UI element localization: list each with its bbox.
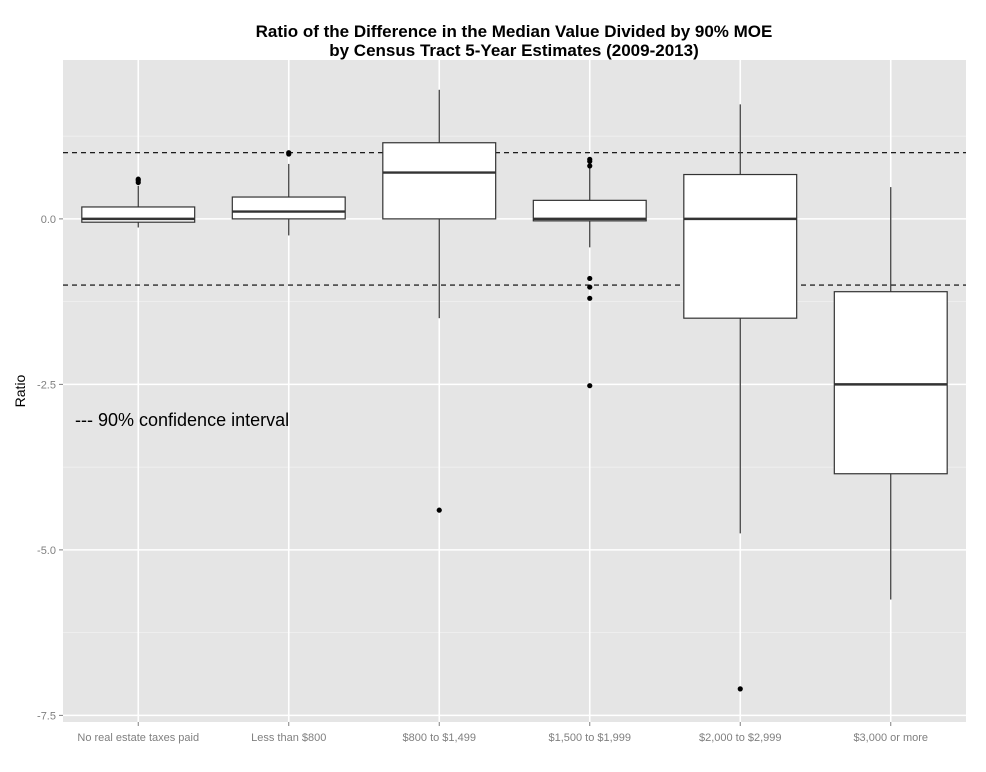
y-tick-label: -5.0 [37, 545, 56, 557]
x-tick-label: $3,000 or more [853, 732, 928, 744]
outlier-point [587, 295, 593, 301]
box-2 [231, 150, 346, 236]
confidence-interval-lines [63, 152, 966, 286]
box-3 [382, 89, 497, 513]
outlier-point [436, 507, 442, 513]
confidence-interval-annotation: --- 90% confidence interval [75, 410, 289, 430]
y-axis-ticks: 0.0 -2.5 -5.0 -7.5 [37, 214, 63, 722]
y-tick-label: -7.5 [37, 710, 56, 722]
box-body [683, 173, 798, 319]
outlier-point [135, 176, 141, 182]
box-body [231, 196, 346, 220]
box-6 [833, 187, 948, 600]
outlier-point [587, 284, 593, 290]
box-4 [532, 156, 647, 389]
x-tick-label: No real estate taxes paid [77, 732, 199, 744]
y-tick-label: -2.5 [37, 379, 56, 391]
box-1 [81, 176, 196, 228]
x-axis-ticks: No real estate taxes paid Less than $800 $… [77, 722, 928, 744]
chart-subtitle: by Census Tract 5-Year Estimates (2009-2… [329, 41, 698, 60]
box-5 [683, 104, 798, 692]
box-series [81, 89, 948, 692]
outlier-point [587, 383, 593, 389]
outlier-point [587, 156, 593, 162]
y-axis-label: Ratio [12, 374, 28, 407]
outlier-point [587, 275, 593, 282]
chart-title: Ratio of the Difference in the Median Va… [256, 22, 773, 41]
box-body [382, 142, 497, 220]
outlier-point [286, 150, 292, 156]
outlier-point [737, 686, 743, 692]
x-tick-label: $800 to $1,499 [403, 732, 476, 744]
plot-panel [63, 60, 966, 722]
outlier-point [587, 163, 593, 169]
box-body [833, 291, 948, 475]
y-tick-label: 0.0 [41, 214, 56, 226]
x-tick-label: $1,500 to $1,999 [548, 732, 631, 744]
x-tick-label: Less than $800 [251, 732, 326, 744]
x-tick-label: $2,000 to $2,999 [699, 732, 782, 744]
box-body [532, 199, 647, 222]
